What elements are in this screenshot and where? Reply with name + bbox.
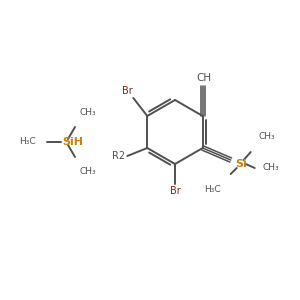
Text: R2: R2	[112, 151, 125, 161]
Text: CH₃: CH₃	[80, 108, 97, 117]
Text: H₃C: H₃C	[20, 137, 36, 146]
Text: Br: Br	[122, 86, 132, 96]
Text: SiH: SiH	[62, 137, 83, 147]
Text: H₃C: H₃C	[204, 185, 221, 194]
Text: CH: CH	[196, 73, 211, 83]
Text: Si: Si	[235, 159, 247, 169]
Text: CH₃: CH₃	[259, 132, 275, 141]
Text: Br: Br	[169, 186, 180, 196]
Text: CH₃: CH₃	[80, 167, 97, 176]
Text: CH₃: CH₃	[263, 164, 279, 172]
